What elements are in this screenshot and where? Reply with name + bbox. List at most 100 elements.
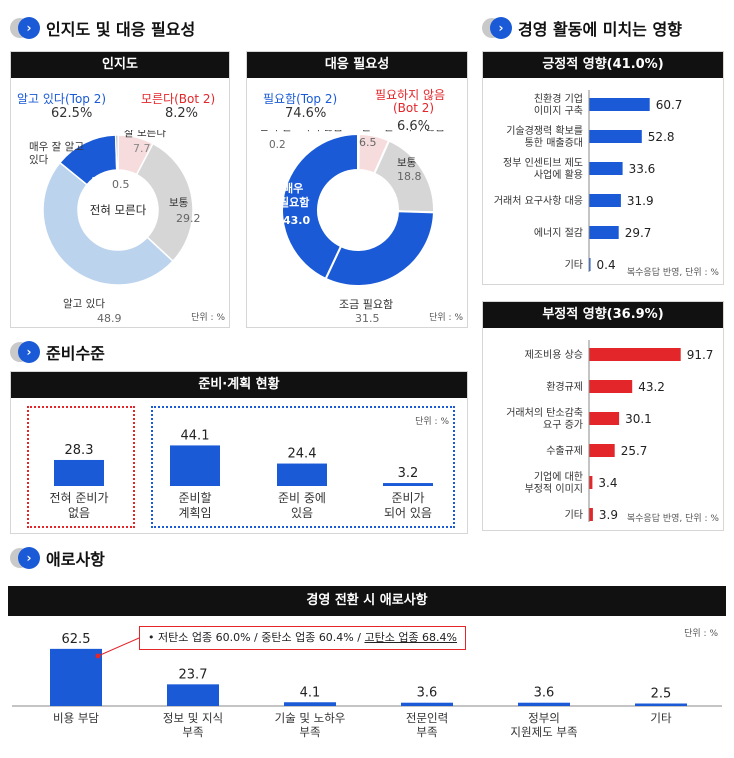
section-title-awareness: › 인지도 및 대응 필요성 bbox=[10, 16, 195, 40]
negative-bar bbox=[589, 412, 620, 425]
positive-bar bbox=[589, 130, 642, 143]
difficulty-bar bbox=[50, 648, 102, 706]
positive-category-label: 이미지 구축 bbox=[534, 105, 583, 117]
difficulty-callout: • 저탄소 업종 60.0% / 중탄소 업종 60.4% / 고탄소 업종 6… bbox=[139, 626, 467, 650]
readiness-bar bbox=[277, 463, 327, 486]
difficulty-category-label: 기술 및 노하우 bbox=[275, 711, 346, 725]
readiness-bar bbox=[383, 483, 433, 486]
awareness-label: 있다 bbox=[29, 154, 49, 166]
difficulty-value-label: 3.6 bbox=[417, 686, 438, 701]
section-title-impact-text: 경영 활동에 미치는 영향 bbox=[518, 20, 682, 39]
negative-bar bbox=[589, 348, 681, 361]
awareness-top-value: 62.5% bbox=[51, 106, 93, 121]
positive-category-label: 정부 인센티브 제도 bbox=[503, 157, 583, 169]
positive-bar bbox=[589, 226, 619, 239]
section-title-difficulty: › 애로사항 bbox=[10, 546, 105, 570]
necessity-bot-label-1: 필요하지 않음 bbox=[375, 88, 446, 102]
readiness-bar bbox=[54, 459, 104, 486]
positive-header: 긍정적 영향(41.0%) bbox=[483, 52, 723, 78]
difficulty-header: 경영 전환 시 애로사항 bbox=[8, 586, 726, 616]
positive-category-label: 거래처 요구사항 대응 bbox=[494, 195, 583, 207]
difficulty-value-label: 3.6 bbox=[534, 686, 555, 701]
awareness-panel: 인지도 알고 있다(Top 2) 62.5% 모른다(Bot 2) 8.2% 매… bbox=[10, 51, 230, 328]
readiness-bar bbox=[170, 445, 220, 486]
necessity-top-value: 74.6% bbox=[285, 106, 327, 121]
awareness-value: 13.6 bbox=[91, 175, 118, 188]
necessity-label: 43.0 bbox=[283, 214, 310, 227]
awareness-value: 48.9 bbox=[97, 312, 122, 325]
difficulty-unit: 단위 : % bbox=[684, 629, 718, 639]
positive-value-label: 31.9 bbox=[627, 194, 654, 208]
positive-value-label: 0.4 bbox=[597, 258, 616, 272]
positive-category-label: 기술경쟁력 확보를 bbox=[506, 124, 583, 137]
difficulty-category-label: 전문인력 bbox=[406, 711, 448, 725]
readiness-category-label: 없음 bbox=[68, 506, 90, 520]
negative-category-label: 환경규제 bbox=[546, 380, 583, 393]
difficulty-bar bbox=[635, 703, 687, 706]
difficulty-callout-highlight: 고탄소 업종 68.4% bbox=[364, 631, 458, 644]
positive-value-label: 29.7 bbox=[625, 226, 652, 240]
difficulty-category-label: 정보 및 지식 bbox=[163, 711, 223, 725]
awareness-value: 0.5 bbox=[112, 178, 130, 191]
negative-value-label: 3.4 bbox=[598, 476, 617, 490]
readiness-value-label: 44.1 bbox=[181, 428, 210, 443]
awareness-bot-value: 8.2% bbox=[165, 106, 199, 121]
necessity-label: 매우 bbox=[283, 181, 303, 195]
difficulty-category-label: 기타 bbox=[650, 711, 672, 725]
slice-not-at-all bbox=[114, 134, 119, 171]
readiness-blue-group bbox=[151, 406, 455, 528]
readiness-unit: 단위 : % bbox=[415, 417, 449, 427]
section-title-readiness: › 준비수준 bbox=[10, 340, 105, 364]
positive-value-label: 33.6 bbox=[629, 162, 656, 176]
necessity-bot-label-2: (Bot 2) bbox=[393, 101, 435, 115]
readiness-panel: 준비·계획 현황 단위 : % 28.3 전혀 준비가 없음 44.1 준비할 계획임 24… bbox=[10, 371, 468, 534]
awareness-bot-label: 모른다(Bot 2) bbox=[141, 92, 216, 106]
awareness-label: 잘 모른다 bbox=[124, 130, 166, 139]
difficulty-callout-prefix: • 저탄소 업종 60.0% / 중탄소 업종 60.4% / bbox=[148, 631, 365, 644]
necessity-label: 18.8 bbox=[397, 170, 422, 183]
difficulty-category-label: 지원제도 부족 bbox=[510, 725, 577, 739]
slice-normal bbox=[135, 142, 194, 263]
difficulty-category-label: 부족 bbox=[416, 725, 437, 739]
difficulty-bar bbox=[401, 702, 453, 706]
necessity-label: 조금 필요함 bbox=[339, 298, 393, 311]
readiness-value-label: 28.3 bbox=[65, 443, 94, 458]
readiness-category-label: 되어 있음 bbox=[384, 506, 432, 520]
positive-bar bbox=[589, 258, 591, 271]
chevron-right-icon: › bbox=[10, 16, 40, 40]
necessity-top-label: 필요함(Top 2) bbox=[263, 92, 338, 106]
readiness-category-label: 준비가 bbox=[391, 491, 424, 505]
negative-category-label: 요구 증가 bbox=[543, 419, 583, 431]
necessity-label: 31.5 bbox=[355, 312, 380, 325]
awareness-header: 인지도 bbox=[11, 52, 229, 78]
difficulty-bar bbox=[284, 702, 336, 706]
necessity-label: 0.2 bbox=[269, 139, 286, 151]
difficulty-value-label: 2.5 bbox=[651, 687, 672, 702]
necessity-label: 별로 필요하지 않음 bbox=[361, 130, 445, 133]
negative-category-label: 기타 bbox=[565, 509, 583, 521]
slice-somewhat-needed bbox=[324, 210, 435, 287]
readiness-category-label: 계획임 bbox=[178, 506, 211, 520]
readiness-value-label: 3.2 bbox=[398, 466, 419, 481]
awareness-center-label: 전혀 모른다 bbox=[90, 203, 147, 217]
positive-value-label: 60.7 bbox=[656, 98, 683, 112]
chevron-right-icon: › bbox=[482, 16, 512, 40]
negative-bar bbox=[589, 380, 633, 393]
difficulty-category-label: 비용 부담 bbox=[53, 711, 99, 725]
positive-category-label: 통한 매출증대 bbox=[525, 137, 583, 149]
chevron-right-icon: › bbox=[10, 340, 40, 364]
negative-bar bbox=[589, 508, 593, 521]
necessity-label: 전혀 필요하지 않음 bbox=[259, 130, 343, 133]
difficulty-bar bbox=[167, 684, 219, 706]
necessity-header: 대응 필요성 bbox=[247, 52, 467, 78]
negative-value-label: 43.2 bbox=[638, 380, 665, 394]
negative-category-label: 기업에 대한 bbox=[534, 470, 583, 483]
slice-aware bbox=[42, 161, 174, 286]
difficulty-value-label: 23.7 bbox=[179, 667, 208, 682]
positive-bar bbox=[589, 162, 623, 175]
negative-category-label: 수출규제 bbox=[546, 445, 583, 457]
